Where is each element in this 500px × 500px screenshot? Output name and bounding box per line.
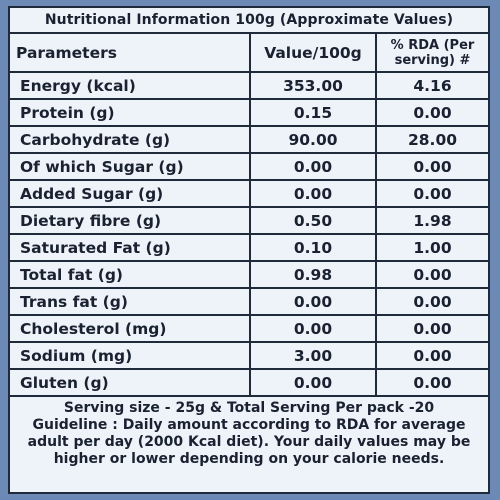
column-header-parameters: Parameters xyxy=(10,34,251,73)
nutrition-table: Parameters Value/100g % RDA (Per serving… xyxy=(10,34,488,397)
column-header-value: Value/100g xyxy=(249,34,377,73)
serving-size-text: Serving size - 25g & Total Serving Per p… xyxy=(63,400,435,416)
parameter-cell: Gluten (g) xyxy=(10,368,251,397)
table-row: Trans fat (g) 0.00 0.00 xyxy=(10,287,488,316)
value-cell: 0.98 xyxy=(249,260,377,289)
parameter-cell: Trans fat (g) xyxy=(10,287,251,316)
table-row: Carbohydrate (g) 90.00 28.00 xyxy=(10,125,488,154)
table-row: Added Sugar (g) 0.00 0.00 xyxy=(10,179,488,208)
table-row: Of which Sugar (g) 0.00 0.00 xyxy=(10,152,488,181)
rda-cell: 0.00 xyxy=(375,152,488,181)
label-title: Nutritional Information 100g (Approximat… xyxy=(10,8,488,34)
parameter-cell: Saturated Fat (g) xyxy=(10,233,251,262)
nutrition-rows: Energy (kcal) 353.00 4.16 Protein (g) 0.15 0.… xyxy=(10,71,488,397)
value-cell: 0.00 xyxy=(249,287,377,316)
parameter-cell: Carbohydrate (g) xyxy=(10,125,251,154)
table-row: Dietary fibre (g) 0.50 1.98 xyxy=(10,206,488,235)
table-row: Protein (g) 0.15 0.00 xyxy=(10,98,488,127)
value-cell: 90.00 xyxy=(249,125,377,154)
header-row: Parameters Value/100g % RDA (Per serving… xyxy=(10,34,488,73)
parameter-cell: Protein (g) xyxy=(10,98,251,127)
rda-cell: 1.98 xyxy=(375,206,488,235)
rda-cell: 0.00 xyxy=(375,314,488,343)
value-cell: 0.00 xyxy=(249,368,377,397)
value-cell: 0.15 xyxy=(249,98,377,127)
table-row: Energy (kcal) 353.00 4.16 xyxy=(10,71,488,100)
rda-cell: 1.00 xyxy=(375,233,488,262)
parameter-cell: Dietary fibre (g) xyxy=(10,206,251,235)
rda-cell: 0.00 xyxy=(375,260,488,289)
table-row: Sodium (mg) 3.00 0.00 xyxy=(10,341,488,370)
rda-cell: 28.00 xyxy=(375,125,488,154)
rda-cell: 0.00 xyxy=(375,368,488,397)
nutrition-label: Nutritional Information 100g (Approximat… xyxy=(8,6,490,494)
guideline-text: Guideline : Daily amount according to RD… xyxy=(27,417,471,467)
value-cell: 0.50 xyxy=(249,206,377,235)
value-cell: 0.00 xyxy=(249,152,377,181)
parameter-cell: Energy (kcal) xyxy=(10,71,251,100)
rda-cell: 0.00 xyxy=(375,179,488,208)
rda-cell: 4.16 xyxy=(375,71,488,100)
value-cell: 0.00 xyxy=(249,179,377,208)
parameter-cell: Sodium (mg) xyxy=(10,341,251,370)
rda-cell: 0.00 xyxy=(375,287,488,316)
value-cell: 3.00 xyxy=(249,341,377,370)
parameter-cell: Added Sugar (g) xyxy=(10,179,251,208)
footer-note: Serving size - 25g & Total Serving Per p… xyxy=(10,397,488,468)
rda-cell: 0.00 xyxy=(375,341,488,370)
parameter-cell: Total fat (g) xyxy=(10,260,251,289)
column-header-rda: % RDA (Per serving) # xyxy=(375,34,488,73)
table-row: Saturated Fat (g) 0.10 1.00 xyxy=(10,233,488,262)
value-cell: 353.00 xyxy=(249,71,377,100)
table-row: Total fat (g) 0.98 0.00 xyxy=(10,260,488,289)
table-row: Cholesterol (mg) 0.00 0.00 xyxy=(10,314,488,343)
parameter-cell: Of which Sugar (g) xyxy=(10,152,251,181)
parameter-cell: Cholesterol (mg) xyxy=(10,314,251,343)
value-cell: 0.00 xyxy=(249,314,377,343)
value-cell: 0.10 xyxy=(249,233,377,262)
table-row: Gluten (g) 0.00 0.00 xyxy=(10,368,488,397)
rda-cell: 0.00 xyxy=(375,98,488,127)
